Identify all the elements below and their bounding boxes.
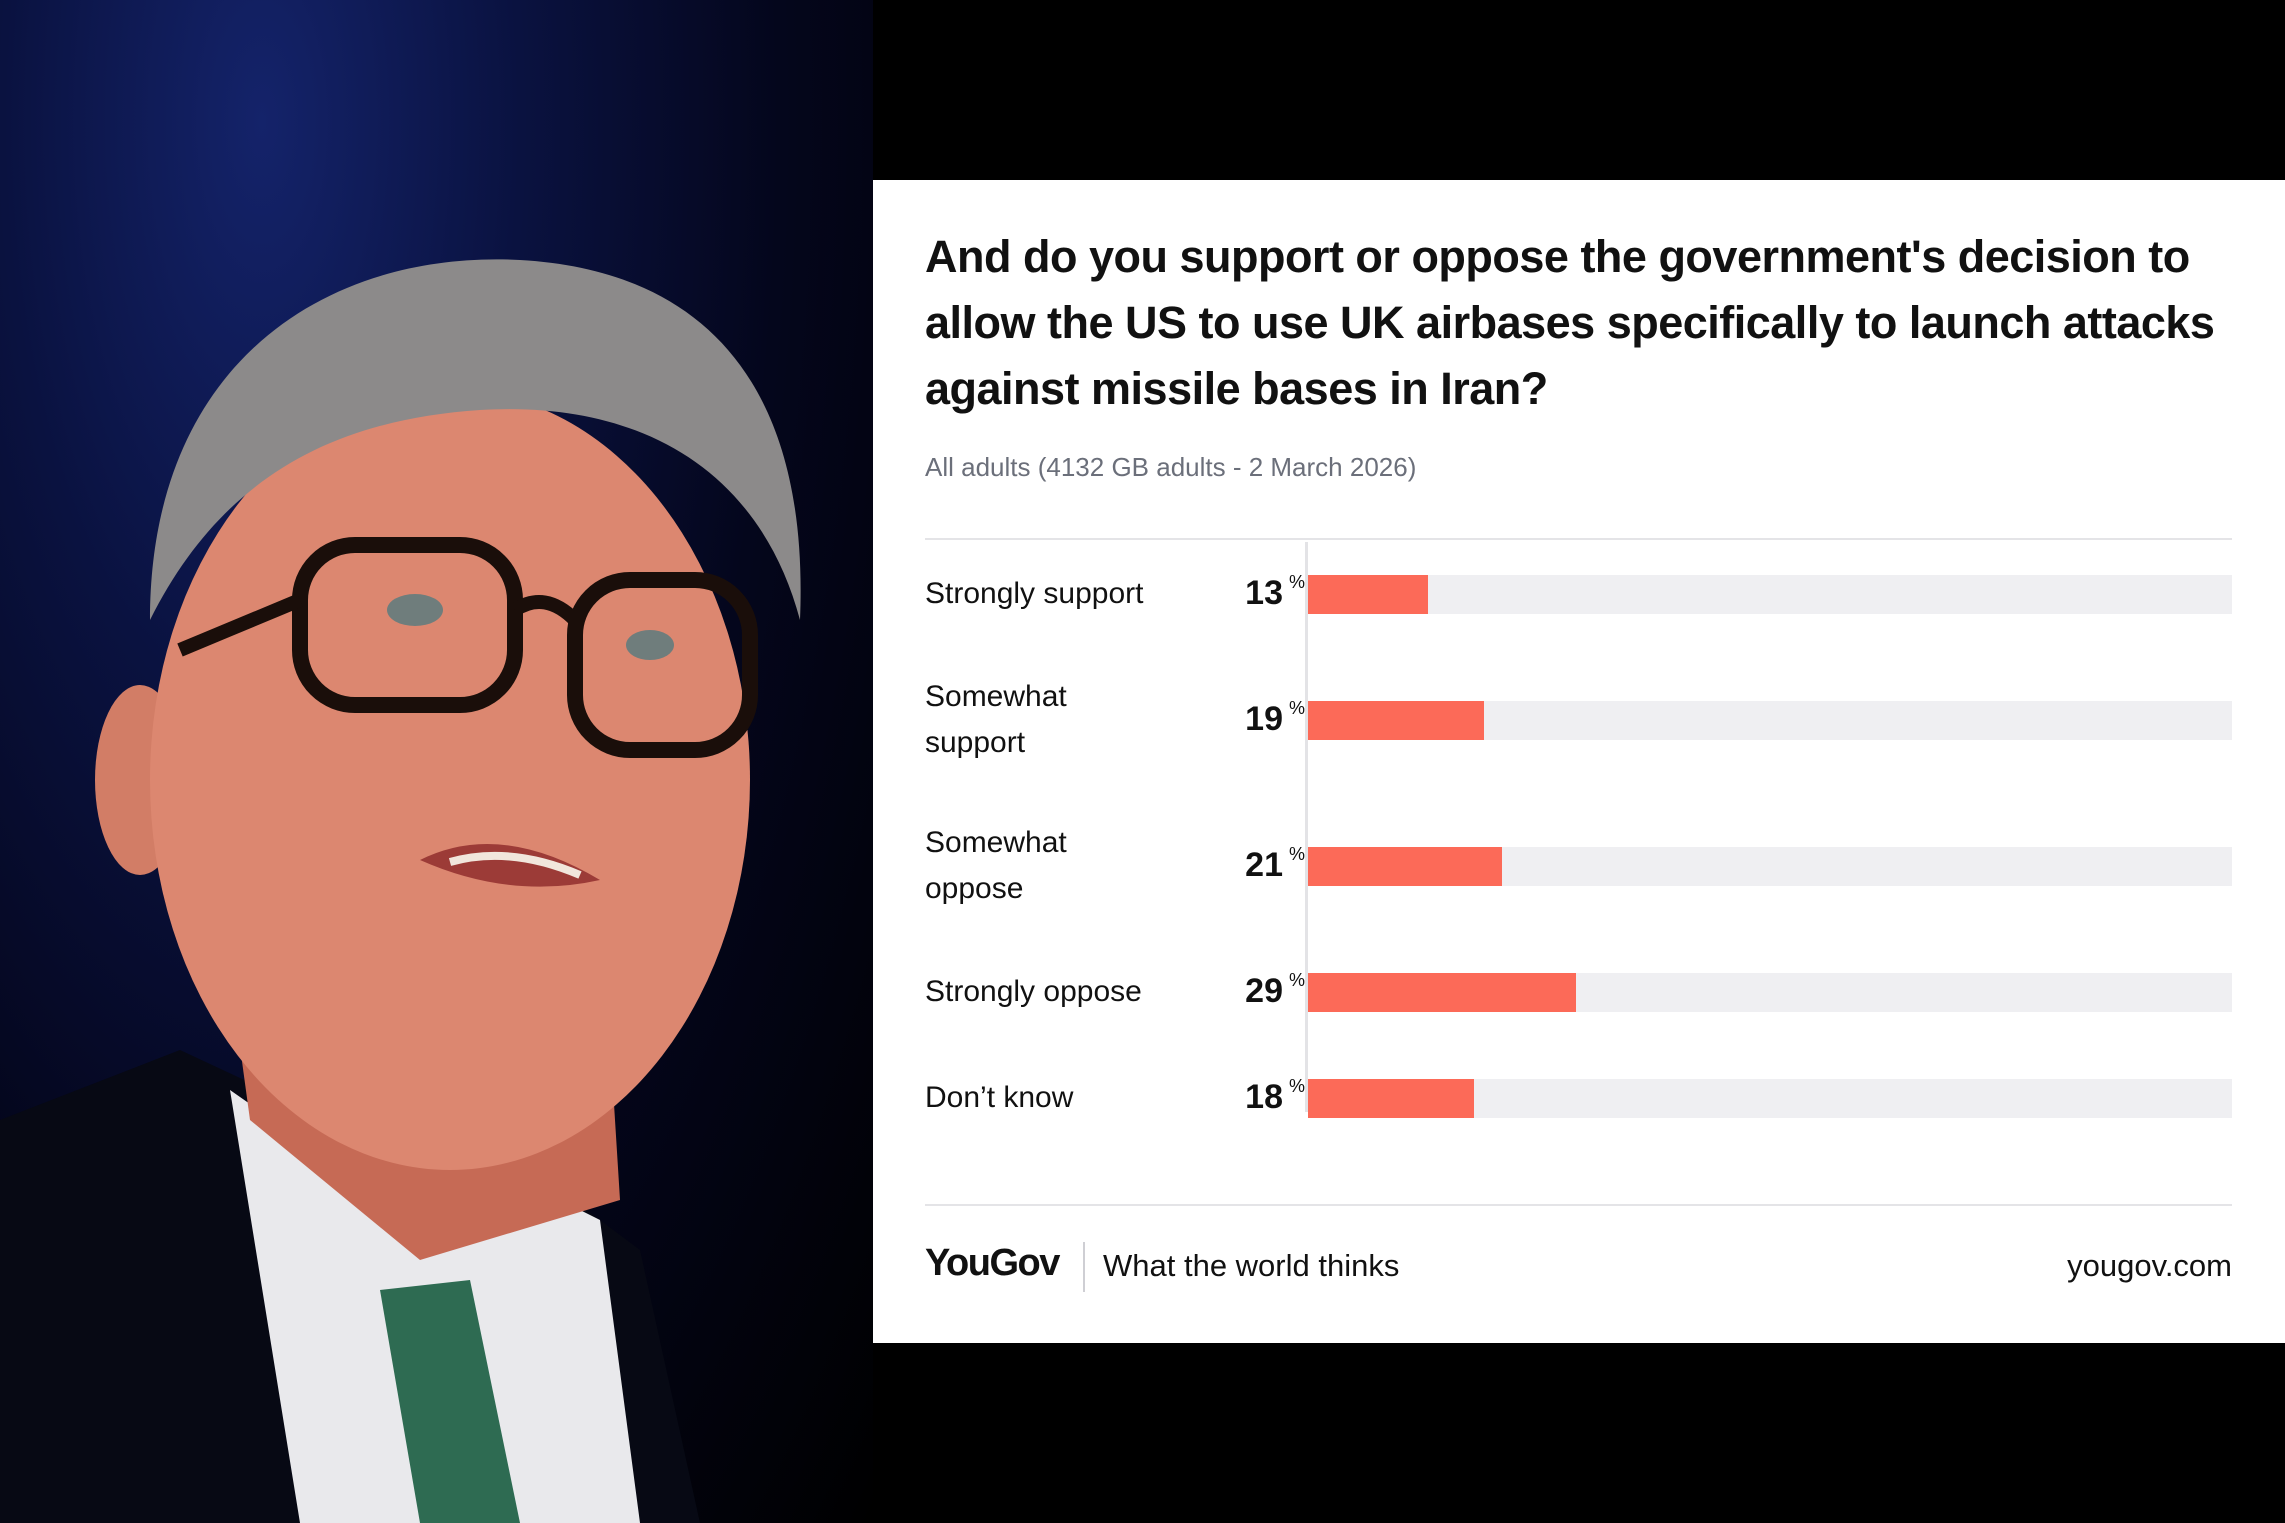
value-label: 18% <box>1203 1076 1305 1117</box>
value-unit: % <box>1288 572 1305 592</box>
bar <box>1308 846 1503 886</box>
value-label: 19% <box>1203 698 1305 739</box>
site-link[interactable]: yougov.com <box>2067 1248 2232 1283</box>
value-unit: % <box>1288 1076 1305 1096</box>
bar <box>1308 1078 1475 1118</box>
tagline: What the world thinks <box>1103 1248 1400 1283</box>
value-number: 21 <box>1245 846 1283 884</box>
yougov-logo: YouGov <box>925 1242 1060 1284</box>
axis-line <box>1305 542 1308 1112</box>
bar-track <box>1308 972 2232 1012</box>
bar-track <box>1308 700 2232 740</box>
bar <box>1308 574 1429 614</box>
value-unit: % <box>1288 844 1305 864</box>
poll-card: And do you support or oppose the governm… <box>873 180 2285 1343</box>
value-number: 13 <box>1245 574 1283 612</box>
value-number: 19 <box>1245 700 1283 738</box>
bar <box>1308 700 1484 740</box>
value-number: 29 <box>1245 972 1283 1010</box>
divider <box>925 1204 2232 1206</box>
divider <box>1083 1242 1085 1292</box>
value-unit: % <box>1288 698 1305 718</box>
value-label: 29% <box>1203 970 1305 1011</box>
bar-track <box>1308 574 2232 614</box>
value-label: 13% <box>1203 572 1305 613</box>
category-label: Strongly oppose <box>925 975 1142 1008</box>
category-label: Strongly support <box>925 577 1144 610</box>
category-label: Somewhat support <box>925 680 1067 759</box>
category-label: Don’t know <box>925 1081 1074 1114</box>
bar <box>1308 972 1576 1012</box>
value-number: 18 <box>1245 1078 1283 1116</box>
person-photo <box>0 0 873 1523</box>
chart-subtitle: All adults (4132 GB adults - 2 March 202… <box>925 452 1417 482</box>
value-unit: % <box>1288 970 1305 990</box>
bar-track <box>1308 846 2232 886</box>
divider <box>925 538 2232 540</box>
chart-title: And do you support or oppose the governm… <box>925 231 2215 414</box>
person-photo-icon <box>0 259 801 1523</box>
value-label: 21% <box>1203 844 1305 885</box>
bar-track <box>1308 1078 2232 1118</box>
category-label: Somewhat oppose <box>925 826 1067 905</box>
